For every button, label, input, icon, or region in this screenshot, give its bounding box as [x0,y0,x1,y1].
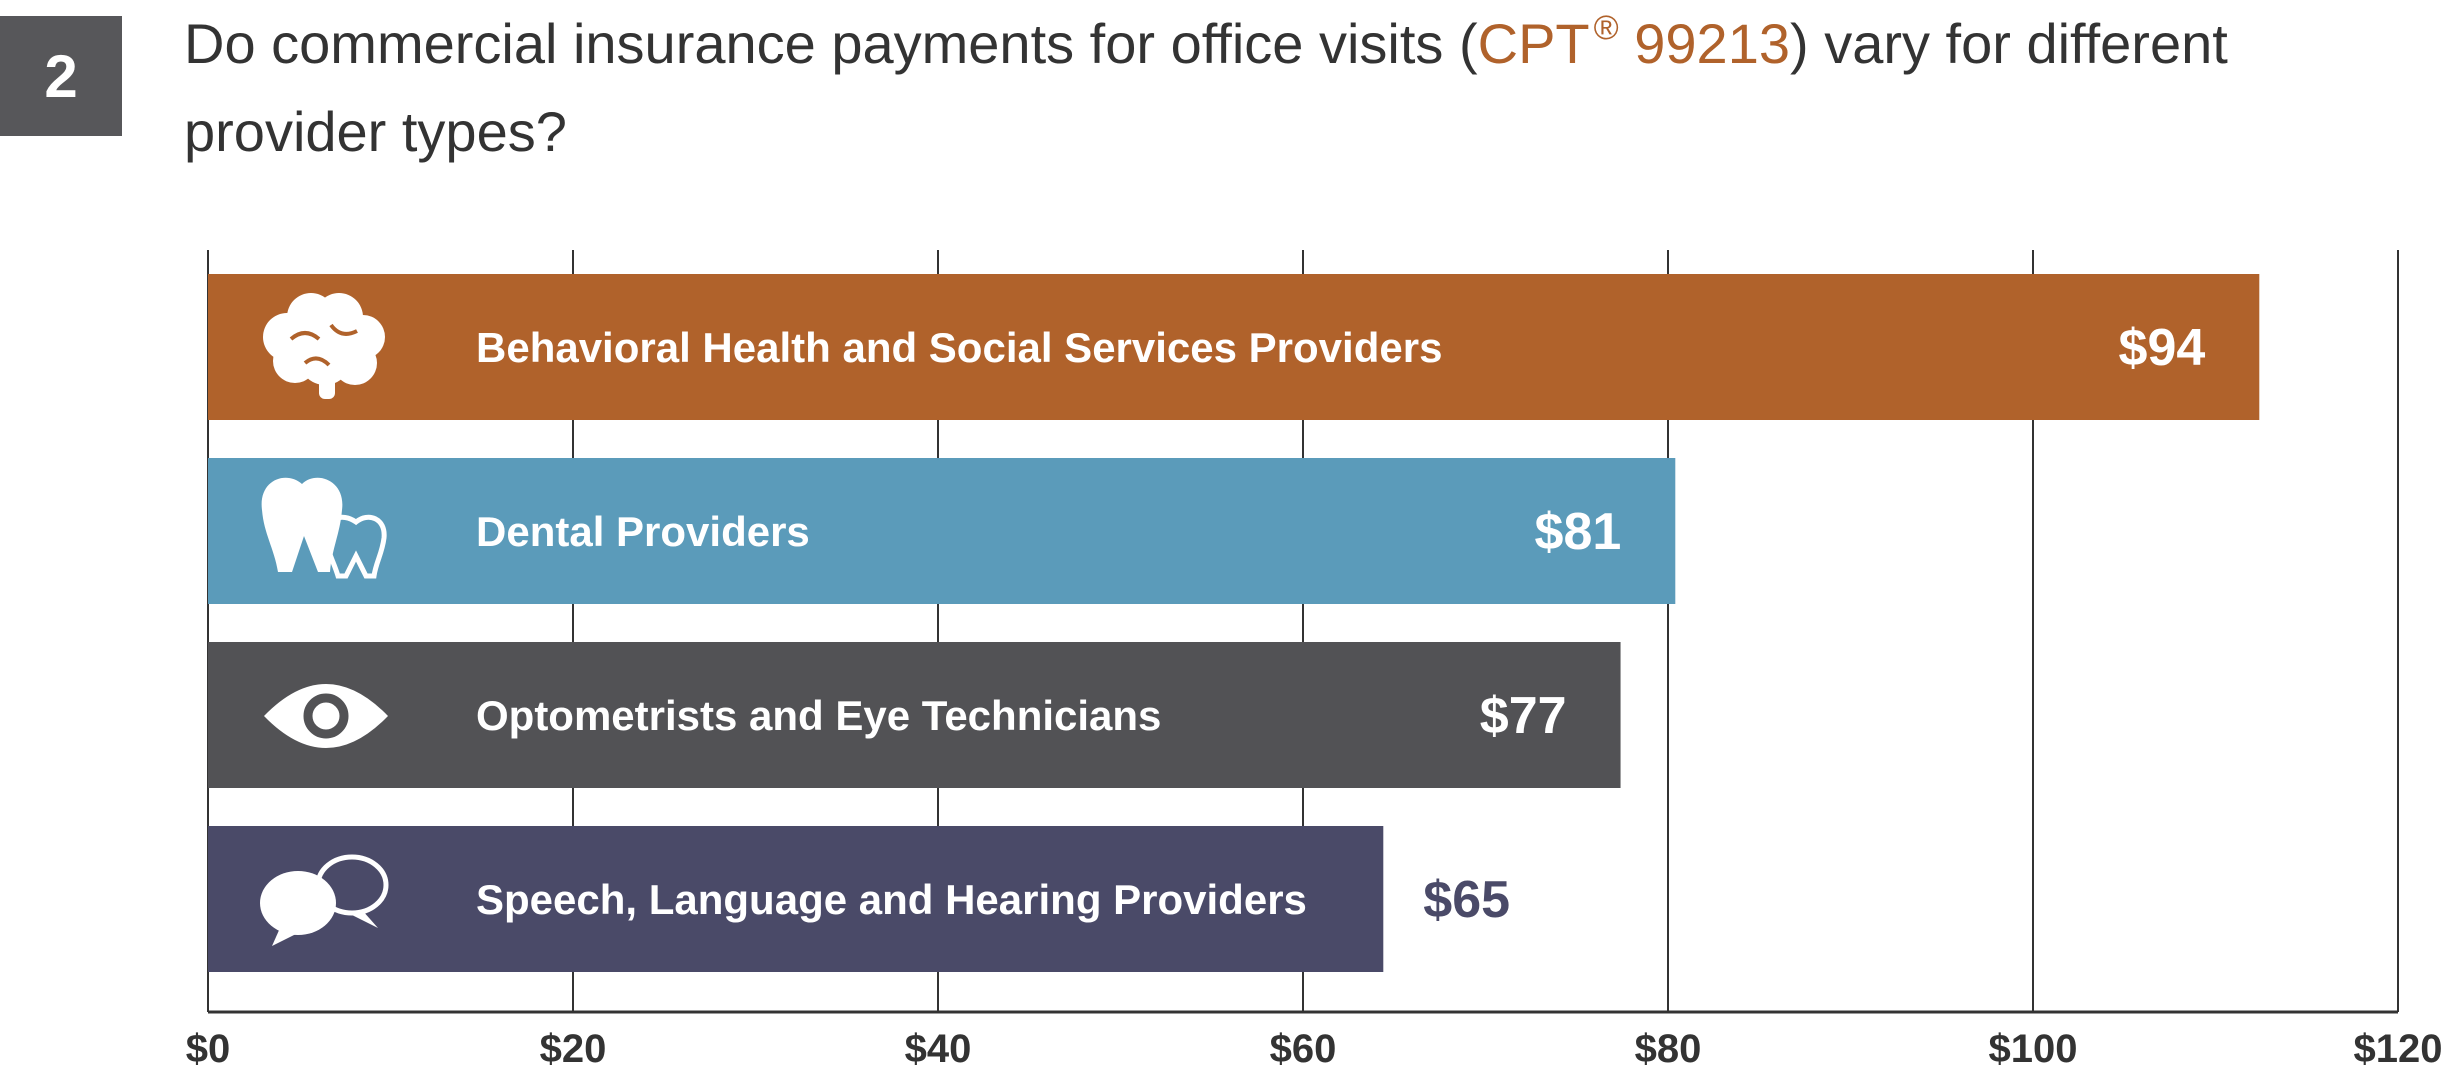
x-tick-label: $40 [905,1027,972,1071]
bar-value-label: $94 [2119,319,2206,377]
x-tick-label: $100 [1989,1027,2078,1071]
question-text-before: Do commercial insurance payments for off… [184,12,1478,75]
cpt-label: CPT [1477,12,1590,75]
bar-value-label: $65 [1423,871,1510,929]
question-text-after: ) vary for different provider types? [184,12,2228,163]
bar [208,642,1621,788]
bars: Behavioral Health and Social Services Pr… [208,274,2260,972]
bar-category-label: Dental Providers [476,508,810,555]
x-tick-label: $0 [186,1027,231,1071]
eye-icon [264,684,388,748]
bar [208,826,1384,972]
bar-category-label: Behavioral Health and Social Services Pr… [476,324,1442,371]
question-number-badge: 2 [0,16,122,136]
x-tick-label: $120 [2354,1027,2443,1071]
bar-value-label: $81 [1535,503,1622,561]
bar [208,274,2260,420]
x-tick-label: $60 [1270,1027,1337,1071]
x-tick-label: $20 [540,1027,607,1071]
x-axis-tick-labels: $0 $20 $40 $60 $80 $100 $120 [186,1027,2443,1071]
bar-category-label: Optometrists and Eye Technicians [476,692,1161,739]
registered-mark: ® [1593,9,1619,47]
brain-icon [263,293,385,399]
question-title: Do commercial insurance payments for off… [184,0,2414,176]
bar [208,458,1676,604]
cpt-code: 99213 [1618,12,1790,75]
speech-bubbles-icon [260,854,389,946]
bar-value-label: $77 [1480,687,1567,745]
x-tick-label: $80 [1635,1027,1702,1071]
bar-category-label: Speech, Language and Hearing Providers [476,876,1307,923]
teeth-icon [261,477,387,579]
